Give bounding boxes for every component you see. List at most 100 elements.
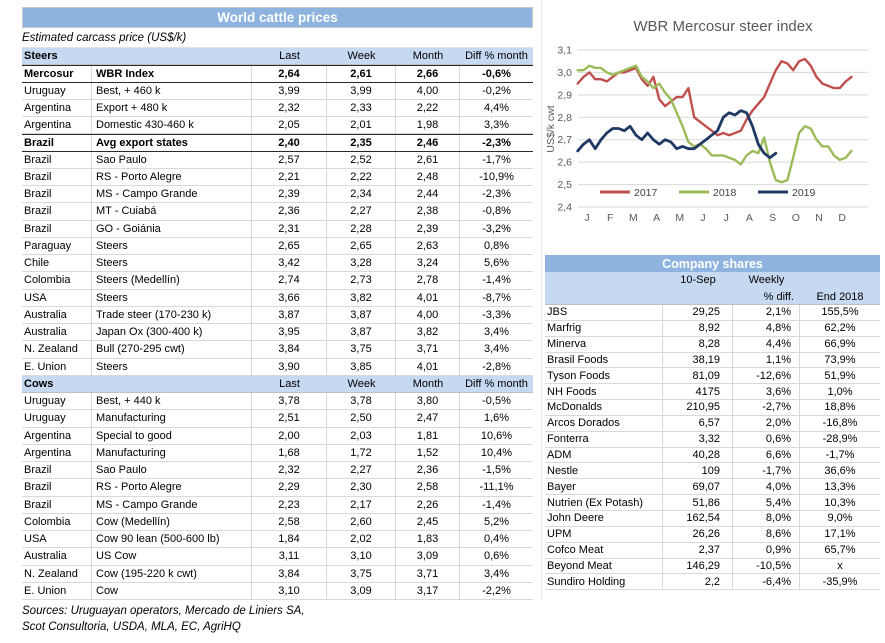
company-row: NH Foods 4175 3,6% 1,0% xyxy=(545,384,880,401)
product-cell: Manufacturing xyxy=(92,444,252,461)
week-cell: 2,22 xyxy=(327,168,396,185)
table-row: Argentina Manufacturing 1,68 1,72 1,52 10,4% xyxy=(22,444,533,462)
x-tick-label: N xyxy=(815,212,823,224)
diff-cell: -0,8% xyxy=(482,205,511,218)
company-name-cell: NH Foods xyxy=(545,384,663,400)
panel-divider xyxy=(541,0,542,600)
week-cell: 2,28 xyxy=(327,220,396,237)
price-cell: 210,95 xyxy=(663,400,733,415)
company-row: Cofco Meat 2,37 0,9% 65,7% xyxy=(545,542,880,559)
week-cell: 2,73 xyxy=(327,272,396,289)
diff-cell: -1,4% xyxy=(482,274,511,287)
company-header-weekly-line1: Weekly xyxy=(748,274,785,286)
diff-cell: 4,4% xyxy=(483,101,510,114)
end2018-cell: -35,9% xyxy=(822,575,858,588)
week-cell: 3,10 xyxy=(327,548,396,565)
price-cell: 38,19 xyxy=(663,352,733,368)
product-cell: Sao Paulo xyxy=(92,462,252,479)
price-cell: 40,28 xyxy=(663,447,733,463)
week-cell: 2,52 xyxy=(327,151,396,168)
company-header-weekly: Weekly % diff. xyxy=(733,272,800,304)
month-cell: 1,98 xyxy=(396,117,460,134)
diff-cell: -2,3% xyxy=(482,188,511,201)
last-cell: 2,65 xyxy=(252,237,327,254)
product-cell: Cow xyxy=(92,582,252,599)
country-cell: Brazil xyxy=(22,203,92,220)
price-cell: 26,26 xyxy=(663,526,733,542)
last-cell: 2,23 xyxy=(252,496,327,513)
sources-line-2: Scot Consultoria, USDA, MLA, EC, AgriHQ xyxy=(22,620,241,633)
month-cell: 2,22 xyxy=(396,99,460,116)
product-cell: Avg export states xyxy=(92,135,252,151)
company-row: Fonterra 3,32 0,6% -28,9% xyxy=(545,431,880,448)
company-header-weekly-line2: % diff. xyxy=(763,291,794,303)
last-cell: 3,87 xyxy=(252,306,327,323)
last-cell: 3,11 xyxy=(252,548,327,565)
country-cell: Colombia xyxy=(22,272,92,289)
diff-cell: -0,5% xyxy=(482,395,511,408)
price-cell: 69,07 xyxy=(663,479,733,495)
legend-label-2017: 2017 xyxy=(634,187,658,199)
country-cell: N. Zealand xyxy=(22,565,92,582)
company-row: UPM 26,26 8,6% 17,1% xyxy=(545,526,880,543)
week-cell: 2,01 xyxy=(327,117,396,134)
company-shares-title: Company shares xyxy=(545,255,880,272)
company-row: Nestle 109 -1,7% 36,6% xyxy=(545,463,880,480)
last-cell: 2,21 xyxy=(252,168,327,185)
product-cell: Bull (270-295 cwt) xyxy=(92,341,252,358)
diff-cell: -1,7% xyxy=(482,153,511,166)
diff-cell: -0,6% xyxy=(482,67,511,80)
country-cell: Argentina xyxy=(22,427,92,444)
last-cell: 2,29 xyxy=(252,479,327,496)
month-cell: 3,80 xyxy=(396,393,460,410)
last-cell: 1,68 xyxy=(252,444,327,461)
product-cell: RS - Porto Alegre xyxy=(92,168,252,185)
x-tick-label: M xyxy=(629,212,638,224)
weekly-diff-cell: 4,0% xyxy=(733,479,800,495)
country-cell: E. Union xyxy=(22,582,92,599)
last-cell: 3,66 xyxy=(252,289,327,306)
product-cell: US Cow xyxy=(92,548,252,565)
product-cell: Special to good xyxy=(92,427,252,444)
company-name-cell: Fonterra xyxy=(545,431,663,447)
product-cell: Sao Paulo xyxy=(92,151,252,168)
month-cell: 1,52 xyxy=(396,444,460,461)
price-cell: 8,92 xyxy=(663,320,733,336)
week-cell: 2,17 xyxy=(327,496,396,513)
country-cell: Brazil xyxy=(22,479,92,496)
weekly-diff-cell: 0,6% xyxy=(733,431,800,447)
country-cell: Brazil xyxy=(22,462,92,479)
month-cell: 3,82 xyxy=(396,324,460,341)
diff-cell: 5,2% xyxy=(483,515,510,528)
company-name-cell: Brasil Foods xyxy=(545,352,663,368)
end2018-cell: 65,7% xyxy=(824,544,856,557)
weekly-diff-cell: 4,8% xyxy=(733,320,800,336)
table-row: USA Steers 3,66 3,82 4,01 -8,7% xyxy=(22,289,533,307)
last-cell: 2,00 xyxy=(252,427,327,444)
week-cell: 3,99 xyxy=(327,82,396,99)
x-tick-label: J xyxy=(724,212,729,224)
company-row: McDonalds 210,95 -2,7% 18,8% xyxy=(545,400,880,416)
company-row: Beyond Meat 146,29 -10,5% x xyxy=(545,558,880,575)
company-name-cell: John Deere xyxy=(545,510,663,526)
price-cell: 8,28 xyxy=(663,336,733,352)
country-cell: Uruguay xyxy=(22,393,92,410)
end2018-cell: 10,3% xyxy=(824,496,856,509)
month-cell: 3,24 xyxy=(396,255,460,272)
diff-cell: -2,2% xyxy=(482,584,511,597)
series-line-2019 xyxy=(576,109,778,160)
country-cell: Mercosur xyxy=(22,66,92,82)
week-cell: 1,72 xyxy=(327,444,396,461)
diff-cell: -1,5% xyxy=(482,464,511,477)
column-header-week: Week xyxy=(347,50,376,63)
product-cell: Best, + 440 k xyxy=(92,393,252,410)
country-cell: Brazil xyxy=(22,496,92,513)
series-line-2017 xyxy=(576,57,853,137)
weekly-diff-cell: 3,6% xyxy=(733,384,800,400)
company-name-cell: Nutrien (Ex Potash) xyxy=(545,495,663,510)
last-cell: 2,32 xyxy=(252,462,327,479)
company-name-cell: Sundiro Holding xyxy=(545,574,663,590)
y-axis-title: US$/k cwt xyxy=(545,105,557,152)
x-tick-label: J xyxy=(700,212,705,224)
country-cell: E. Union xyxy=(22,358,92,375)
